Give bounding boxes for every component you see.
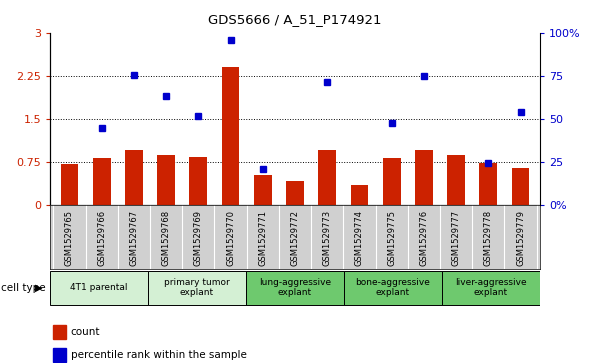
Bar bbox=[125, 151, 143, 205]
Text: cell type: cell type bbox=[1, 283, 46, 293]
Text: count: count bbox=[71, 327, 100, 337]
Text: 4T1 parental: 4T1 parental bbox=[70, 283, 128, 292]
Bar bbox=[286, 181, 304, 205]
Text: percentile rank within the sample: percentile rank within the sample bbox=[71, 350, 247, 360]
Text: GSM1529765: GSM1529765 bbox=[65, 210, 74, 266]
Bar bbox=[512, 168, 529, 205]
Bar bbox=[415, 151, 432, 205]
Bar bbox=[319, 151, 336, 205]
Text: bone-aggressive
explant: bone-aggressive explant bbox=[356, 278, 430, 297]
Text: GSM1529772: GSM1529772 bbox=[290, 210, 300, 266]
Text: GSM1529773: GSM1529773 bbox=[323, 210, 332, 266]
FancyBboxPatch shape bbox=[442, 270, 540, 305]
Text: GSM1529768: GSM1529768 bbox=[162, 210, 171, 266]
FancyBboxPatch shape bbox=[246, 270, 344, 305]
Text: GSM1529767: GSM1529767 bbox=[129, 210, 139, 266]
Bar bbox=[53, 348, 67, 362]
Bar bbox=[61, 164, 78, 205]
Bar bbox=[480, 163, 497, 205]
Bar bbox=[158, 155, 175, 205]
Bar bbox=[350, 185, 368, 205]
Text: ▶: ▶ bbox=[35, 283, 43, 293]
Text: GSM1529766: GSM1529766 bbox=[97, 210, 106, 266]
Text: GSM1529775: GSM1529775 bbox=[387, 210, 396, 266]
Text: GSM1529770: GSM1529770 bbox=[226, 210, 235, 266]
Text: GSM1529771: GSM1529771 bbox=[258, 210, 267, 266]
Bar bbox=[189, 157, 207, 205]
Bar bbox=[383, 158, 401, 205]
FancyBboxPatch shape bbox=[344, 270, 442, 305]
Text: GSM1529779: GSM1529779 bbox=[516, 210, 525, 266]
Text: GDS5666 / A_51_P174921: GDS5666 / A_51_P174921 bbox=[208, 13, 382, 26]
Bar bbox=[447, 155, 465, 205]
Bar bbox=[93, 158, 110, 205]
Text: GSM1529776: GSM1529776 bbox=[419, 210, 428, 266]
FancyBboxPatch shape bbox=[148, 270, 246, 305]
Text: GSM1529778: GSM1529778 bbox=[484, 210, 493, 266]
Text: lung-aggressive
explant: lung-aggressive explant bbox=[259, 278, 331, 297]
Text: GSM1529769: GSM1529769 bbox=[194, 210, 203, 266]
Bar bbox=[222, 67, 240, 205]
Text: GSM1529774: GSM1529774 bbox=[355, 210, 364, 266]
Text: primary tumor
explant: primary tumor explant bbox=[164, 278, 230, 297]
Text: GSM1529777: GSM1529777 bbox=[451, 210, 461, 266]
Bar bbox=[53, 325, 67, 339]
Text: liver-aggressive
explant: liver-aggressive explant bbox=[455, 278, 527, 297]
Bar bbox=[254, 175, 271, 205]
FancyBboxPatch shape bbox=[50, 270, 148, 305]
